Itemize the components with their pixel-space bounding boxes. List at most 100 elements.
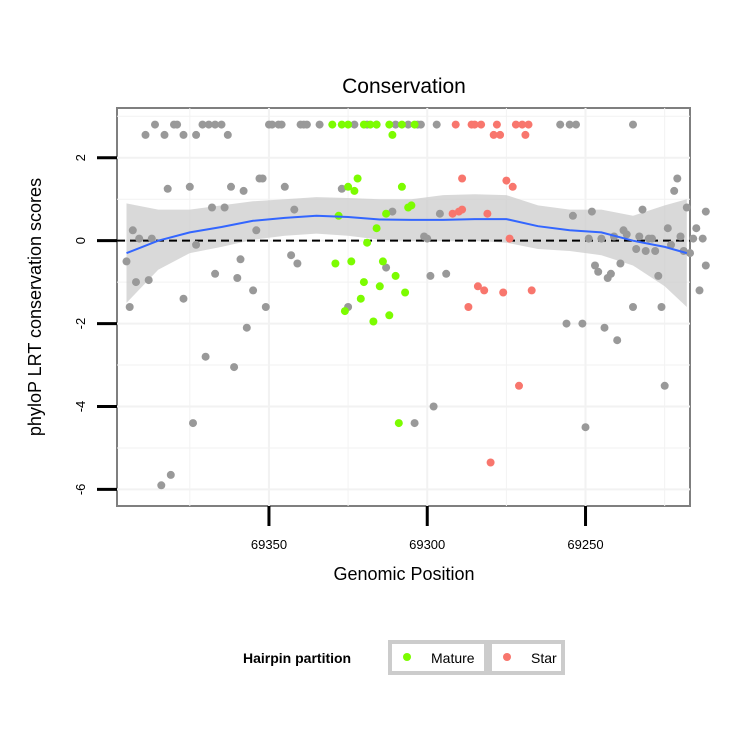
point-other-76 <box>572 120 580 129</box>
point-other-79 <box>584 234 593 243</box>
point-star-22 <box>518 120 527 129</box>
point-other-114 <box>695 286 704 295</box>
point-other-15 <box>179 294 188 303</box>
point-other-105 <box>667 240 675 249</box>
point-other-0 <box>122 257 131 266</box>
point-mature-16 <box>372 224 381 233</box>
legend-label-mature: Mature <box>431 650 475 666</box>
point-mature-8 <box>350 186 359 195</box>
point-mature-10 <box>356 294 365 303</box>
point-other-32 <box>233 274 242 282</box>
point-other-67 <box>426 271 435 280</box>
point-mature-7 <box>347 257 356 266</box>
point-other-64 <box>416 120 425 129</box>
point-other-62 <box>410 419 419 428</box>
point-star-15 <box>496 130 505 139</box>
point-mature-22 <box>385 311 394 320</box>
smooth-trend-line <box>126 214 688 255</box>
point-star-10 <box>480 286 489 295</box>
point-mature-23 <box>388 130 397 139</box>
point-other-48 <box>293 259 302 268</box>
point-other-117 <box>701 261 710 270</box>
confidence-band <box>126 194 687 307</box>
point-star-20 <box>511 120 520 129</box>
point-other-47 <box>290 205 299 214</box>
point-other-108 <box>676 232 685 241</box>
point-other-80 <box>587 207 596 216</box>
point-other-60 <box>391 120 400 129</box>
point-other-20 <box>192 130 201 139</box>
point-other-14 <box>173 120 182 129</box>
point-other-36 <box>249 286 258 295</box>
chart-title: Conservation <box>342 75 466 98</box>
point-other-40 <box>261 303 270 311</box>
point-other-31 <box>230 363 239 372</box>
point-other-92 <box>629 303 637 311</box>
point-star-1 <box>451 120 460 129</box>
point-other-24 <box>208 203 216 212</box>
point-other-94 <box>632 245 641 253</box>
point-mature-6 <box>344 182 353 191</box>
point-other-89 <box>616 259 625 268</box>
point-other-34 <box>239 186 248 195</box>
point-mature-21 <box>385 120 394 129</box>
point-star-0 <box>448 209 457 218</box>
point-mature-24 <box>391 271 400 280</box>
point-other-25 <box>211 120 220 129</box>
point-star-7 <box>470 120 479 129</box>
point-mature-30 <box>407 201 416 210</box>
y-tick-label-0: 2 <box>73 154 88 161</box>
point-other-55 <box>350 120 359 129</box>
y-tick-label-2: -2 <box>73 318 88 330</box>
point-other-39 <box>258 174 267 183</box>
x-tick-label-2: 69250 <box>567 537 603 552</box>
legend-key-star <box>488 640 565 675</box>
point-other-68 <box>429 402 438 411</box>
point-other-16 <box>179 130 188 139</box>
point-other-23 <box>204 120 213 129</box>
point-other-17 <box>185 182 194 191</box>
point-star-25 <box>527 286 536 295</box>
point-other-11 <box>163 184 172 193</box>
point-star-13 <box>489 130 498 139</box>
point-star-12 <box>486 458 495 467</box>
point-other-1 <box>125 303 134 311</box>
point-other-96 <box>638 205 647 214</box>
point-other-21 <box>198 120 207 129</box>
point-other-51 <box>302 120 311 129</box>
x-tick-label-1: 69300 <box>409 537 445 552</box>
y-tick-label-3: -4 <box>73 401 88 413</box>
point-other-61 <box>404 120 413 129</box>
point-other-19 <box>192 240 201 249</box>
point-other-73 <box>562 319 571 328</box>
point-other-115 <box>698 234 707 243</box>
point-other-97 <box>641 247 650 255</box>
y-tick-label-4: -6 <box>73 484 88 496</box>
point-other-81 <box>591 261 599 270</box>
point-other-106 <box>670 186 679 195</box>
point-other-95 <box>635 232 644 241</box>
point-other-27 <box>217 120 226 129</box>
point-other-22 <box>201 352 210 361</box>
point-other-26 <box>211 269 220 278</box>
smooth-confidence-band <box>126 194 687 307</box>
point-mature-18 <box>375 282 384 291</box>
point-other-77 <box>578 319 587 328</box>
point-mature-14 <box>366 120 375 129</box>
point-other-6 <box>144 276 153 285</box>
point-mature-19 <box>378 257 387 266</box>
point-star-24 <box>524 120 533 129</box>
point-other-99 <box>648 234 656 243</box>
point-star-3 <box>458 205 467 214</box>
point-other-45 <box>280 182 289 191</box>
point-other-78 <box>581 423 590 432</box>
point-star-14 <box>492 120 501 129</box>
point-star-17 <box>502 176 511 185</box>
point-other-10 <box>160 130 169 139</box>
x-tick-label-0: 69350 <box>251 537 287 552</box>
point-other-104 <box>663 224 672 233</box>
data-points <box>122 120 710 490</box>
smooth-line <box>126 214 688 255</box>
point-other-107 <box>673 174 682 183</box>
